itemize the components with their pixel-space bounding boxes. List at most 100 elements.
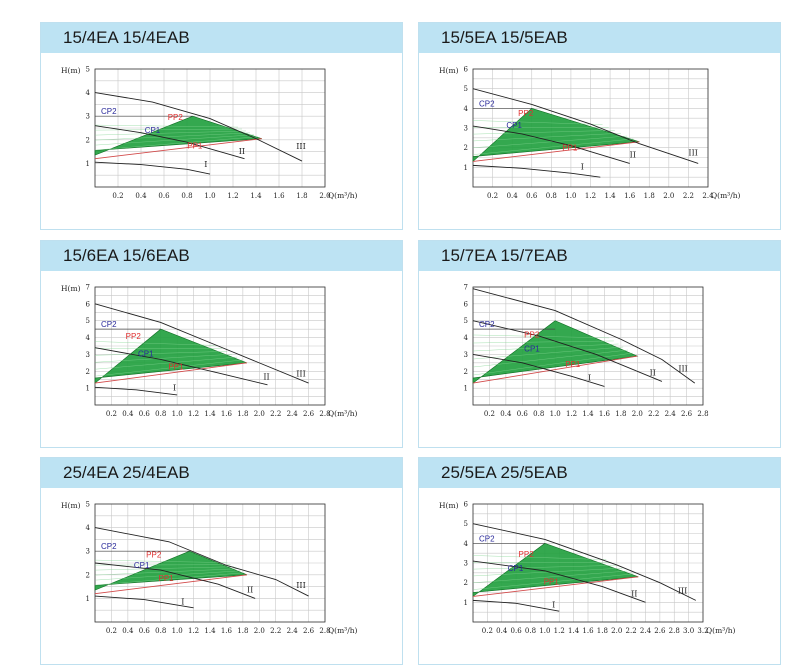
x-tick-label: 0.8 [533,410,544,418]
cp1-label: CP1 [506,121,522,130]
x-tick-label: 2.2 [270,410,281,418]
speed-curve-label: I [181,597,184,606]
cp2-label: CP2 [479,320,495,329]
x-tick-label: 2.0 [254,410,265,418]
region-streak [94,132,250,141]
region-streak [472,352,633,376]
x-tick-label: 1.0 [172,410,183,418]
pp1-label: PP1 [565,360,581,369]
y-tick-label: 6 [464,300,469,308]
y-tick-label: 2 [86,136,90,144]
x-tick-label: 1.0 [204,192,215,200]
y-tick-label: 2 [464,144,468,152]
region-streak [472,570,628,584]
x-tick-label: 1.4 [204,410,216,418]
x-tick-label: 2.4 [287,410,299,418]
pump-curve-chart: 0.2 0.4 0.6 0.8 1.0 1.2 1.4 1.6 1.8 2.0 2.2 2.4 2.6 2… [464,284,709,419]
plot-frame [94,286,326,406]
y-tick-label: 2 [464,368,468,376]
pp-line [94,138,262,160]
speed-curve-III [472,288,696,384]
speed-curve-label: III [688,149,697,158]
y-tick-label: 4 [86,334,91,342]
x-tick-label: 2.2 [683,192,694,200]
x-tick-label: 2.0 [663,192,674,200]
speed-curve-label: II [239,147,245,156]
x-tick-label: 2.0 [611,627,622,635]
y-tick-label: 3 [86,351,90,359]
y-tick-label: 6 [464,501,469,509]
x-tick-label: 2.6 [681,410,693,418]
x-tick-label: 1.2 [585,192,596,200]
x-tick-label: 1.2 [566,410,577,418]
x-tick-label: 1.4 [204,627,216,635]
y-tick-label: 1 [86,595,90,603]
chart-title: 25/4EA 25/4EAB [41,458,402,488]
chart-panel: 25/4EA 25/4EAB 0.2 0.4 0.6 0.8 1.0 1.2 1.4 1.6 1.… [40,457,403,665]
y-tick-label: 6 [86,300,91,308]
x-tick-label: 1.2 [188,410,199,418]
y-tick-label: 5 [86,501,90,509]
x-tick-label: 2.8 [669,627,680,635]
speed-curve-II [94,347,268,386]
operating-region [472,542,639,598]
operating-region [472,107,640,163]
pp-line [94,362,248,384]
speed-curve-III [94,527,309,597]
x-tick-label: 1.6 [582,627,594,635]
x-tick-label: 0.2 [106,410,117,418]
x-tick-label: 2.0 [319,192,330,200]
x-tick-label: 0.4 [496,627,508,635]
region-streak [472,346,624,360]
region-streak [94,559,228,563]
y-axis-label: H(m) [61,66,81,75]
speed-curve-I [472,599,560,612]
cp1-label: CP1 [145,126,161,135]
pp-line [472,576,639,597]
region-streak [94,568,238,576]
x-tick-label: 1.4 [250,192,262,200]
region-streak [94,341,218,346]
x-tick-label: 0.2 [482,627,493,635]
x-tick-label: 1.0 [565,192,576,200]
speed-curve-label: III [296,581,305,590]
region-streak [472,349,628,368]
pp1-label: PP1 [544,578,560,587]
y-axis-label: H(m) [439,501,459,510]
speed-curve-III [472,523,697,601]
speed-curve-label: III [296,142,305,151]
x-tick-label: 0.2 [106,627,117,635]
x-axis-label: Q(m³/h) [328,409,358,418]
x-tick-label: 0.8 [155,627,166,635]
y-tick-label: 3 [464,125,468,133]
chart-title: 15/4EA 15/4EAB [41,23,402,53]
y-tick-label: 1 [86,160,90,168]
x-tick-label: 3.0 [683,627,694,635]
y-tick-label: 3 [86,113,90,121]
chart-title: 25/5EA 25/5EAB [419,458,780,488]
chart-panel: 25/5EA 25/5EAB 0.2 0.4 0.6 0.8 1.0 1.2 1.4 1.6 1.… [418,457,781,665]
speed-curve-III [94,92,303,162]
x-axis-label: Q(m³/h) [328,626,358,635]
x-tick-label: 1.0 [172,627,183,635]
speed-curve-label: I [204,160,207,169]
x-tick-label: 0.2 [484,410,495,418]
y-tick-label: 3 [464,351,468,359]
x-tick-label: 2.6 [303,627,315,635]
chart-panel: 15/6EA 15/6EAB 0.2 0.4 0.6 0.8 1.0 1.2 1.4 1.6 1.… [40,240,403,448]
pp1-label: PP1 [168,362,184,371]
plot-frame [94,68,326,188]
region-streak [472,343,619,352]
y-tick-label: 7 [86,284,90,292]
region-streak [94,359,243,377]
chart-title: 15/5EA 15/5EAB [419,23,780,53]
speed-curve-II [94,562,256,599]
x-tick-label: 0.8 [181,192,192,200]
y-tick-label: 4 [86,524,91,532]
x-tick-label: 0.4 [122,410,134,418]
y-tick-label: 5 [464,85,468,93]
x-tick-label: 0.6 [158,192,170,200]
x-tick-label: 2.8 [319,627,330,635]
chart-panel: 15/4EA 15/4EAB 0.2 0.4 0.6 0.8 1.0 1.2 1.4 1.6 1.… [40,22,403,230]
speed-curve-II [94,125,245,160]
